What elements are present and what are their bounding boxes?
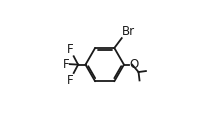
Text: F: F <box>67 43 73 56</box>
Text: F: F <box>63 58 69 71</box>
Text: O: O <box>129 58 139 71</box>
Text: F: F <box>67 73 73 87</box>
Text: Br: Br <box>122 25 135 38</box>
